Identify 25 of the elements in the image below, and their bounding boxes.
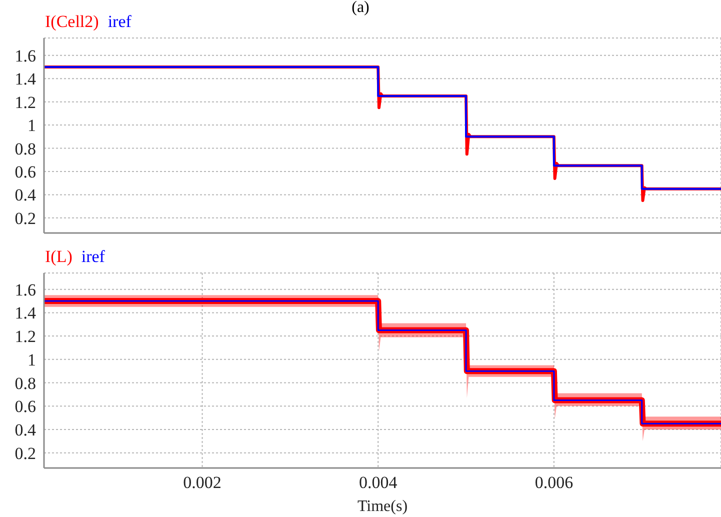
y-tick-label: 1.6 <box>14 280 36 300</box>
y-tick-label: 0.2 <box>14 208 36 228</box>
y-tick-label: 1.2 <box>14 92 36 112</box>
y-tick-label: 1 <box>28 116 36 136</box>
x-axis-title: Time(s) <box>357 498 408 515</box>
y-tick-label: 1.4 <box>14 304 36 323</box>
x-tick-label: 0.002 <box>183 473 222 492</box>
y-tick-label: 0.6 <box>14 162 36 182</box>
y-tick-label: 1.2 <box>14 327 36 346</box>
y-tick-label: 0.2 <box>14 444 36 463</box>
y-tick-label: 1.6 <box>14 46 36 66</box>
y-tick-label: 0.4 <box>14 420 36 440</box>
y-tick-label: 1.4 <box>14 70 36 89</box>
chart-title: (a) <box>352 0 370 16</box>
y-tick-label: 1 <box>28 350 36 370</box>
text: iref <box>108 12 132 32</box>
y-tick-label: 0.4 <box>14 186 36 205</box>
text: iref <box>81 247 105 267</box>
text: I(Cell2) <box>45 12 99 32</box>
text: I(L) <box>45 247 72 267</box>
y-tick-label: 0.8 <box>14 374 36 393</box>
y-tick-label: 0.8 <box>14 139 36 158</box>
x-tick-label: 0.004 <box>358 473 398 492</box>
x-tick-label: 0.006 <box>534 473 574 492</box>
y-tick-label: 0.6 <box>14 397 36 416</box>
